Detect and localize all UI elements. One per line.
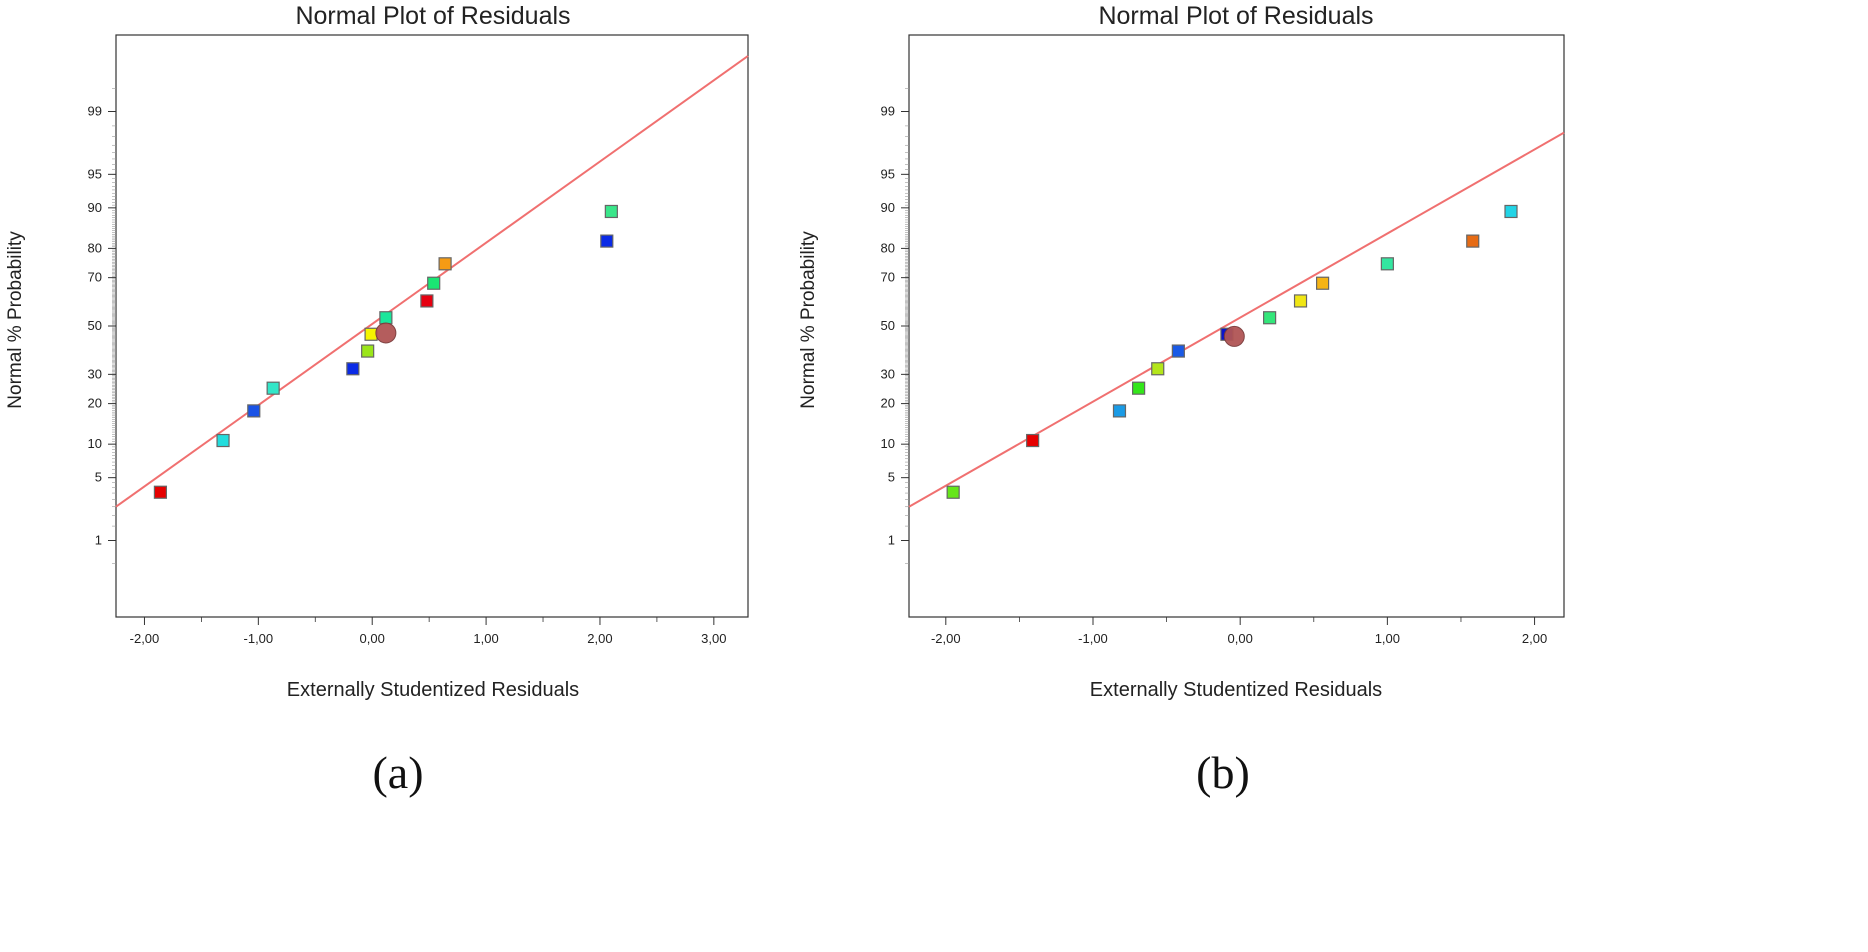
x-tick-label: 1,00 xyxy=(1375,631,1400,646)
chart-panel-b: Normal Plot of Residuals Normal % Probab… xyxy=(798,2,1565,798)
center-marker xyxy=(375,322,397,344)
y-axis-label: Normal % Probability xyxy=(798,231,819,409)
x-axis-label: Externally Studentized Residuals xyxy=(287,679,579,701)
data-point xyxy=(427,276,441,290)
y-tick-label: 70 xyxy=(881,270,895,285)
data-point xyxy=(379,311,393,325)
x-axis-label: Externally Studentized Residuals xyxy=(1090,679,1382,701)
x-tick-label: -2,00 xyxy=(931,631,961,646)
panel-caption: (a) xyxy=(372,747,423,798)
data-point xyxy=(1316,276,1330,290)
y-tick-label: 50 xyxy=(881,318,895,333)
y-tick-label: 70 xyxy=(88,270,102,285)
y-tick-label: 5 xyxy=(95,470,102,485)
y-tick-label: 10 xyxy=(88,436,102,451)
x-tick-label: 2,00 xyxy=(1522,631,1547,646)
chart-title: Normal Plot of Residuals xyxy=(1098,2,1373,30)
y-tick-label: 99 xyxy=(881,103,895,118)
y-tick-label: 10 xyxy=(881,436,895,451)
y-tick-label: 5 xyxy=(888,470,895,485)
data-point xyxy=(216,433,230,448)
plot-frame xyxy=(115,34,749,618)
plot-frame xyxy=(908,34,1565,618)
chart-panel-a: Normal Plot of Residuals Normal % Probab… xyxy=(5,2,749,798)
chart-title: Normal Plot of Residuals xyxy=(295,2,570,30)
data-point xyxy=(1380,257,1394,271)
x-tick-label: 3,00 xyxy=(701,631,726,646)
center-marker xyxy=(1223,325,1245,347)
data-point xyxy=(1263,311,1277,325)
x-tick-label: -2,00 xyxy=(130,631,160,646)
data-point xyxy=(346,362,360,376)
data-point xyxy=(1171,344,1185,358)
y-tick-label: 95 xyxy=(88,166,102,181)
y-tick-label: 30 xyxy=(88,366,102,381)
x-tick-label: -1,00 xyxy=(1078,631,1108,646)
y-tick-label: 80 xyxy=(88,240,102,255)
y-axis-label: Normal % Probability xyxy=(5,231,26,409)
data-point xyxy=(600,234,614,248)
data-point xyxy=(1132,381,1146,395)
data-point xyxy=(361,344,375,358)
data-point xyxy=(364,327,378,341)
x-tick-label: 1,00 xyxy=(473,631,498,646)
y-tick-label: 1 xyxy=(888,533,895,548)
y-tick-label: 20 xyxy=(88,396,102,411)
panel-caption: (b) xyxy=(1196,747,1250,798)
y-tick-label: 99 xyxy=(88,103,102,118)
data-point xyxy=(1293,294,1308,308)
y-tick-label: 90 xyxy=(881,200,895,215)
fit-line xyxy=(908,131,1565,508)
data-point xyxy=(604,204,618,219)
data-point xyxy=(1026,433,1040,448)
data-point xyxy=(1466,234,1480,248)
data-point xyxy=(946,485,960,499)
data-point xyxy=(1504,204,1518,219)
y-tick-label: 90 xyxy=(88,200,102,215)
x-tick-label: 0,00 xyxy=(1228,631,1253,646)
data-point xyxy=(266,381,280,395)
y-tick-label: 80 xyxy=(881,240,895,255)
data-point xyxy=(1151,362,1165,376)
y-tick-label: 1 xyxy=(95,533,102,548)
y-tick-label: 30 xyxy=(881,366,895,381)
y-tick-label: 50 xyxy=(88,318,102,333)
x-tick-label: 0,00 xyxy=(360,631,385,646)
x-tick-label: 2,00 xyxy=(587,631,612,646)
data-point xyxy=(420,294,434,308)
y-tick-label: 20 xyxy=(881,396,895,411)
y-tick-label: 95 xyxy=(881,166,895,181)
x-tick-label: -1,00 xyxy=(244,631,274,646)
data-point xyxy=(1112,404,1127,418)
data-point xyxy=(438,257,452,271)
data-point xyxy=(153,485,168,499)
data-point xyxy=(247,404,261,418)
